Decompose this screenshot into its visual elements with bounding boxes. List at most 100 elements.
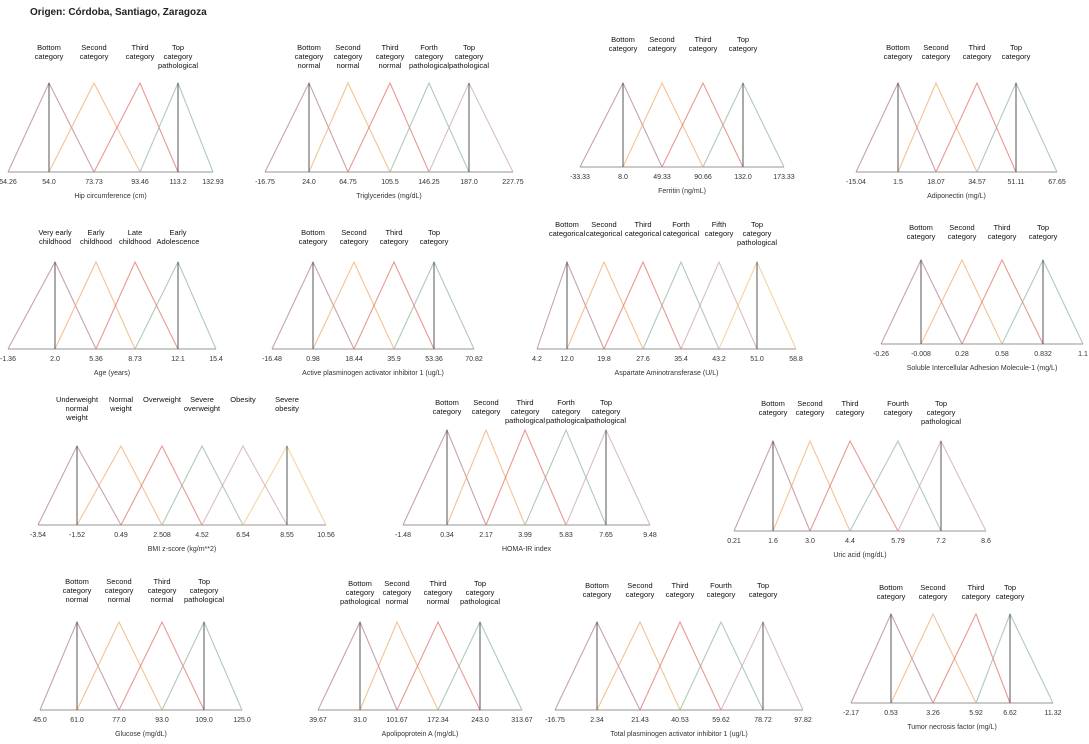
series-label: Top category pathological bbox=[737, 220, 777, 247]
series-label: Second category bbox=[626, 581, 655, 599]
tick-label: 0.49 bbox=[114, 532, 128, 539]
tick-label: 73.73 bbox=[85, 179, 103, 186]
origin-title: Origen: Córdoba, Santiago, Zaragoza bbox=[30, 7, 207, 18]
membership-triangle bbox=[975, 612, 1054, 704]
membership-triangle bbox=[661, 81, 744, 168]
membership-triangle bbox=[428, 81, 514, 173]
membership-triangle bbox=[93, 81, 179, 173]
tick-label: 313.67 bbox=[511, 717, 533, 724]
tick-label: 3.99 bbox=[518, 532, 532, 539]
membership-triangle bbox=[733, 439, 811, 532]
membership-triangle bbox=[680, 260, 758, 350]
tick-label: 35.4 bbox=[674, 356, 688, 363]
x-axis-label: Age (years) bbox=[94, 370, 130, 377]
membership-triangle bbox=[308, 81, 391, 173]
series-label: Underweight normal weight bbox=[56, 395, 99, 422]
x-axis-label: Triglycerides (mg/dL) bbox=[356, 193, 421, 200]
series-label: Obesity bbox=[230, 395, 256, 404]
tick-label: 18.07 bbox=[927, 179, 945, 186]
tick-label: 113.2 bbox=[170, 179, 187, 186]
series-label: Second categorical bbox=[586, 220, 623, 238]
series-label: Second category normal bbox=[383, 579, 412, 606]
series-label: Overweight bbox=[143, 395, 182, 404]
x-axis-label: BMI z-score (kg/m**2) bbox=[148, 546, 216, 553]
tick-label: 8.6 bbox=[981, 538, 991, 545]
tick-label: 10.56 bbox=[317, 532, 335, 539]
tick-label: 15.4 bbox=[209, 356, 223, 363]
series-label: Third category bbox=[689, 35, 718, 53]
tick-label: 31.0 bbox=[353, 717, 367, 724]
membership-triangle bbox=[312, 260, 395, 350]
series-label: Second category bbox=[648, 35, 677, 53]
tick-label: 0.58 bbox=[995, 351, 1009, 358]
tick-label: 53.36 bbox=[425, 356, 443, 363]
membership-triangle bbox=[920, 258, 1003, 345]
membership-triangle bbox=[566, 260, 644, 350]
series-label: Top category bbox=[749, 581, 778, 599]
tick-label: 93.46 bbox=[131, 179, 149, 186]
tick-label: 105.5 bbox=[381, 179, 399, 186]
x-axis-label: Soluble Intercellular Adhesion Molecule-… bbox=[907, 365, 1058, 372]
series-label: Bottom category normal bbox=[63, 577, 92, 604]
tick-label: 1.6 bbox=[768, 538, 778, 545]
x-axis-label: Hip circumference (cm) bbox=[74, 193, 146, 200]
chart-5: -1.36 2.0 5.36 8.73 12.1 15.4 Age (years) Very … bbox=[0, 228, 223, 377]
tick-label: 40.53 bbox=[671, 717, 689, 724]
tick-label: 3.26 bbox=[926, 710, 940, 717]
membership-triangle bbox=[720, 620, 804, 711]
membership-triangle bbox=[976, 81, 1058, 173]
membership-triangle bbox=[161, 620, 243, 711]
chart-7: 4.2 12.0 19.8 27.6 35.4 43.2 51.0 58.8 Aspartate… bbox=[532, 220, 803, 377]
tick-label: 51.11 bbox=[1008, 179, 1025, 186]
x-axis-label: Aspartate Aminotransferase (U/L) bbox=[615, 370, 719, 377]
chart-3: -33.33 8.0 49.33 90.66 132.0 173.33 Ferritin (… bbox=[570, 35, 795, 195]
tick-label: 45.0 bbox=[33, 717, 47, 724]
tick-label: 1.5 bbox=[893, 179, 903, 186]
membership-triangle bbox=[897, 81, 978, 173]
tick-label: 11.32 bbox=[1045, 710, 1062, 717]
x-axis-label: Apolipoprotein A (mg/dL) bbox=[382, 731, 459, 738]
series-label: Top category pathological bbox=[460, 579, 500, 606]
membership-triangle bbox=[48, 81, 141, 173]
membership-triangle bbox=[850, 612, 934, 704]
tick-label: 172.34 bbox=[427, 717, 449, 724]
series-label: Third category bbox=[380, 228, 409, 246]
tick-label: 0.832 bbox=[1034, 351, 1052, 358]
series-label: Bottom category bbox=[299, 228, 328, 246]
membership-triangle bbox=[485, 428, 567, 526]
series-label: Late childhood bbox=[119, 228, 151, 246]
membership-triangle bbox=[772, 439, 851, 532]
membership-triangle bbox=[120, 444, 203, 526]
tick-label: -3.54 bbox=[30, 532, 46, 539]
series-label: Severe overweight bbox=[184, 395, 221, 413]
tick-label: -16.48 bbox=[262, 356, 282, 363]
membership-triangle bbox=[565, 428, 651, 526]
tick-label: -15.04 bbox=[846, 179, 866, 186]
series-label: Second category normal bbox=[334, 43, 363, 70]
series-label: Second category bbox=[796, 399, 825, 417]
series-label: Early Adolescence bbox=[157, 228, 200, 246]
tick-label: 8.73 bbox=[128, 356, 142, 363]
membership-triangle bbox=[139, 81, 214, 173]
chart-6: -16.48 0.98 18.44 35.9 53.36 70.82 Active plas… bbox=[262, 228, 483, 377]
membership-triangle bbox=[7, 81, 95, 173]
tick-label: -0.008 bbox=[911, 351, 931, 358]
series-label: Fourth category bbox=[707, 581, 736, 599]
tick-label: 24.0 bbox=[302, 179, 316, 186]
series-label: Third category bbox=[666, 581, 695, 599]
series-label: Third category bbox=[126, 43, 155, 61]
tick-label: 39.67 bbox=[309, 717, 327, 724]
x-axis-label: Total plasminogen activator inhibitor 1 … bbox=[610, 731, 747, 738]
tick-label: 19.8 bbox=[597, 356, 611, 363]
series-label: Bottom category bbox=[877, 583, 906, 601]
series-label: Second category bbox=[922, 43, 951, 61]
series-label: Second category bbox=[80, 43, 109, 61]
tick-label: -1.52 bbox=[69, 532, 85, 539]
tick-label: 78.72 bbox=[754, 717, 772, 724]
x-axis-label: Adiponectin (mg/L) bbox=[927, 193, 986, 200]
tick-label: 101.67 bbox=[386, 717, 408, 724]
chart-2: -16.75 24.0 64.75 105.5 146.25 187.0 227.75 Tri… bbox=[255, 43, 524, 200]
membership-triangle bbox=[353, 260, 435, 350]
series-label: Top category pathological bbox=[184, 577, 224, 604]
